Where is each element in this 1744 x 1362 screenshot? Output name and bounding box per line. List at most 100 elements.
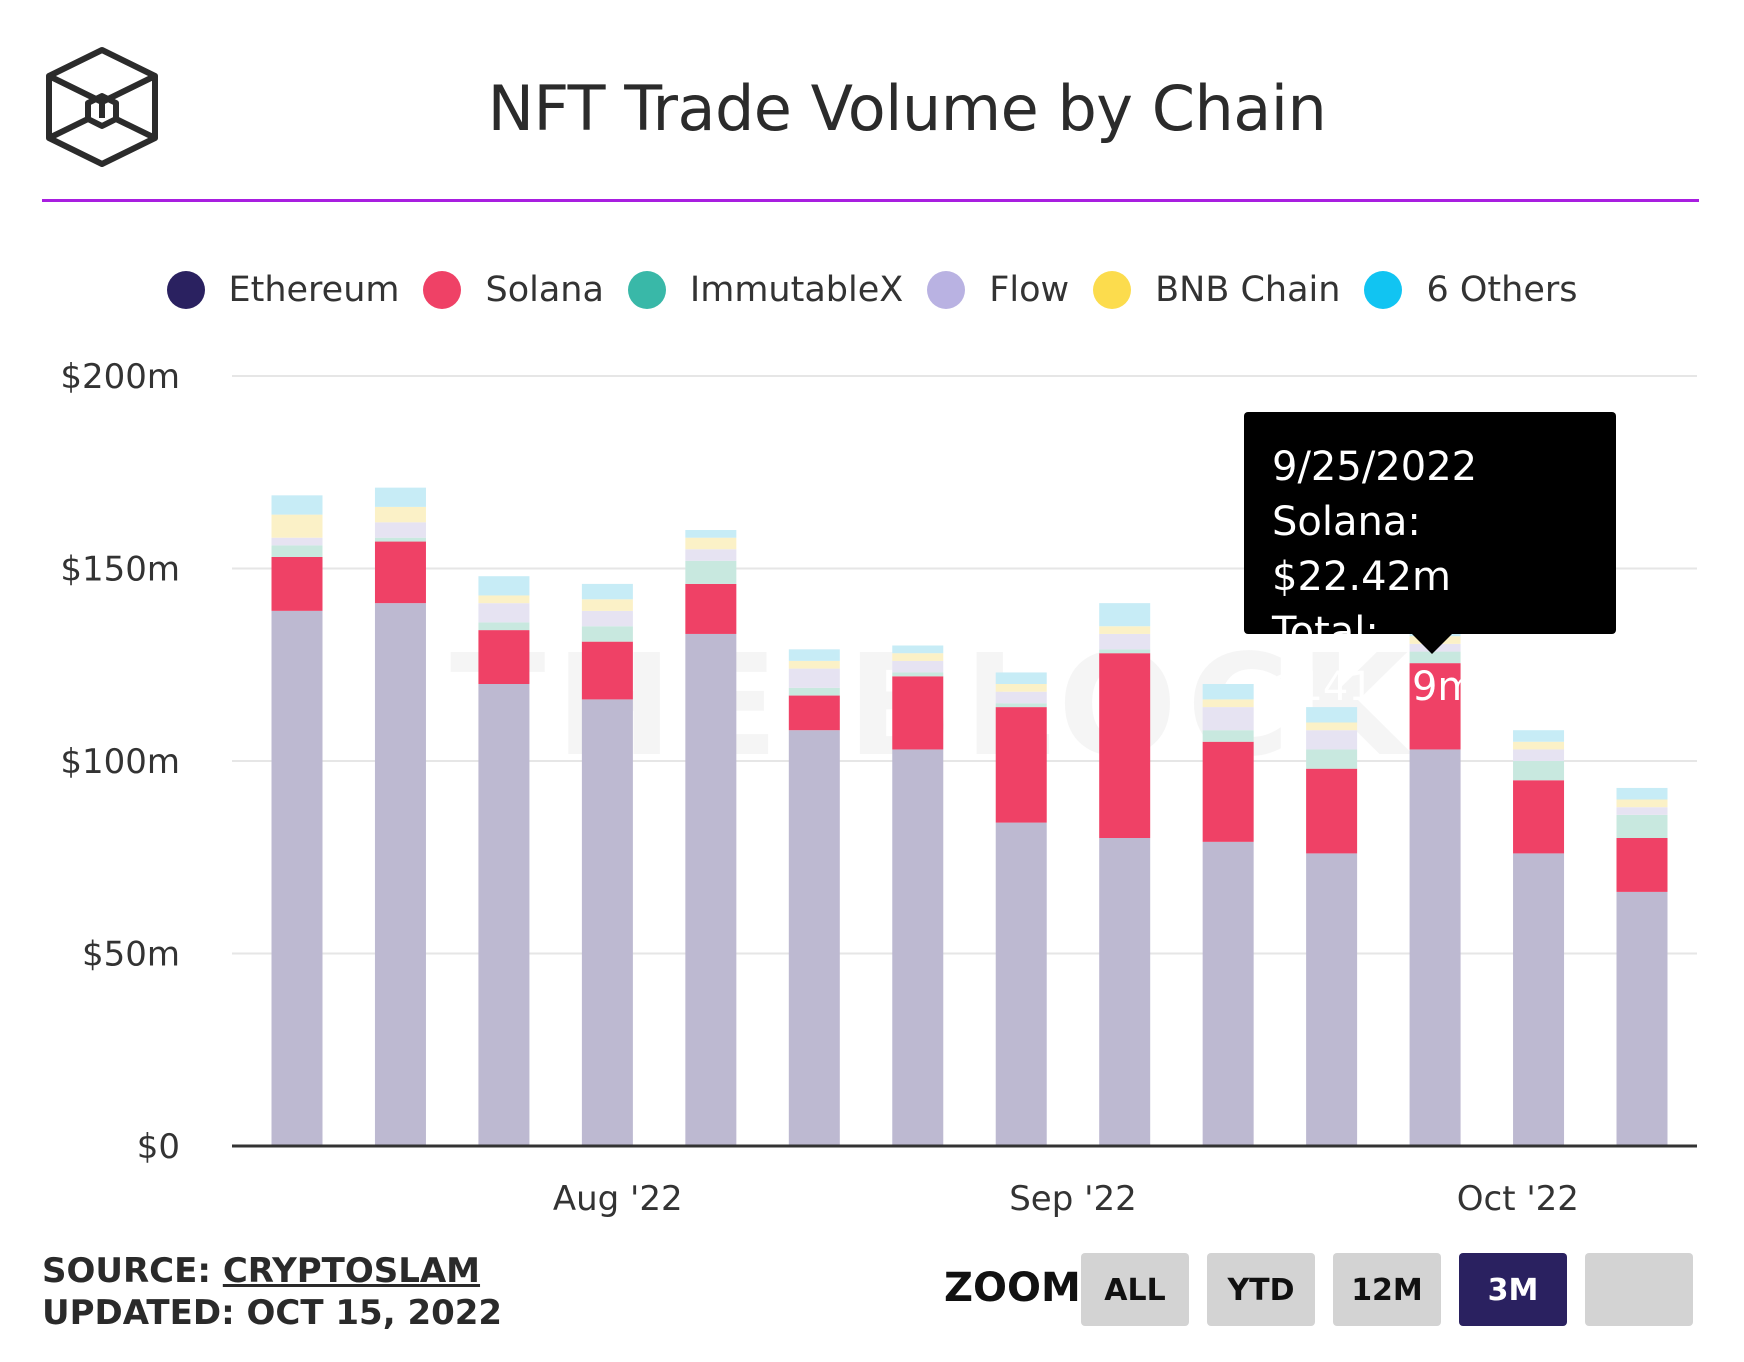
tooltip-total-value: Total: $141.89m <box>1272 609 1477 710</box>
bar-segment-6-others <box>478 576 530 596</box>
bar-segment-ethereum <box>788 730 840 1146</box>
legend-item-bnb-chain[interactable]: BNB Chain <box>1093 270 1340 310</box>
bar-segment-ethereum <box>685 633 737 1146</box>
y-tick-label: $150m <box>60 550 180 590</box>
bar-segment-immutablex <box>271 545 323 557</box>
bar-segment-bnb-chain <box>374 506 426 523</box>
zoom-12m-button[interactable]: 12M <box>1333 1253 1441 1326</box>
bar-segment-bnb-chain <box>478 595 530 604</box>
bar-segment-bnb-chain <box>1306 722 1358 731</box>
bar-segment-flow <box>271 537 323 546</box>
title-divider <box>42 199 1699 202</box>
bar-segment-6-others <box>1616 787 1668 800</box>
bar-segment-immutablex <box>1202 730 1254 742</box>
bar-segment-bnb-chain <box>581 599 633 611</box>
bar-segment-solana <box>1202 741 1254 842</box>
legend-item-6-others[interactable]: 6 Others <box>1364 270 1577 310</box>
bar-segment-flow <box>478 603 530 623</box>
bar-segment-solana <box>995 707 1047 823</box>
bar-segment-immutablex <box>892 672 944 677</box>
legend-item-immutablex[interactable]: ImmutableX <box>627 270 904 310</box>
zoom-blank-button[interactable] <box>1585 1253 1693 1326</box>
bar-segment-6-others <box>788 649 840 661</box>
bar-segment-flow <box>788 668 840 688</box>
bar-segment-immutablex <box>1616 814 1668 838</box>
legend-label: BNB Chain <box>1155 270 1341 310</box>
bar-segment-flow <box>1616 807 1668 815</box>
bar-segment-solana <box>1616 838 1668 892</box>
legend-dot-solana <box>423 271 462 309</box>
bar-segment-solana <box>788 695 840 731</box>
bar-segment-6-others <box>581 583 633 600</box>
legend-item-solana[interactable]: Solana <box>423 270 604 310</box>
bar-segment-solana <box>1099 653 1151 838</box>
bar-segment-bnb-chain <box>788 660 840 669</box>
bar-segment-immutablex <box>581 626 633 642</box>
bar-segment-bnb-chain <box>995 684 1047 692</box>
bar-segment-solana <box>374 541 426 604</box>
zoom-label: ZOOM <box>944 1265 1081 1311</box>
bar-segment-ethereum <box>1616 891 1668 1146</box>
source-prefix: SOURCE: <box>42 1251 211 1291</box>
bar-segment-flow <box>374 522 426 538</box>
bar-segment-6-others <box>271 495 323 515</box>
the-block-logo-icon <box>46 47 158 167</box>
bar-segment-6-others <box>685 530 737 538</box>
bar-segment-flow <box>1306 730 1358 750</box>
bar-segment-flow <box>1099 633 1151 650</box>
legend-label: Flow <box>989 270 1070 310</box>
zoom-3m-button[interactable]: 3M <box>1459 1253 1567 1326</box>
bar-segment-ethereum <box>271 610 323 1146</box>
bar-segment-flow <box>685 549 737 561</box>
bar-segment-immutablex <box>1099 649 1151 654</box>
bar-segment-bnb-chain <box>271 514 323 538</box>
updated-line: UPDATED: OCT 15, 2022 <box>42 1293 503 1333</box>
bar-segment-ethereum <box>1306 853 1358 1146</box>
bar-segment-flow <box>1513 749 1565 761</box>
bar-segment-immutablex <box>788 687 840 696</box>
bar-segment-ethereum <box>1513 853 1565 1146</box>
bar-segment-flow <box>995 691 1047 704</box>
legend-item-ethereum[interactable]: Ethereum <box>166 270 399 310</box>
legend-label: Solana <box>485 270 604 310</box>
bar-segment-ethereum <box>374 603 426 1146</box>
bar-segment-solana <box>478 630 530 684</box>
bar-segment-bnb-chain <box>1202 699 1254 708</box>
bar-segment-immutablex <box>685 560 737 584</box>
chart-title: NFT Trade Volume by Chain <box>487 72 1327 145</box>
bar-segment-ethereum <box>1202 841 1254 1146</box>
bar-segment-6-others <box>1202 684 1254 700</box>
bar-segment-6-others <box>1306 707 1358 723</box>
bar-segment-solana <box>1513 780 1565 854</box>
bar-segment-solana <box>271 556 323 611</box>
bar-segment-bnb-chain <box>892 653 944 661</box>
bar-segment-immutablex <box>374 537 426 542</box>
bar-segment-immutablex <box>1513 761 1565 781</box>
zoom-ytd-button[interactable]: YTD <box>1207 1253 1315 1326</box>
legend-item-flow[interactable]: Flow <box>927 270 1069 310</box>
bar-segment-ethereum <box>1099 838 1151 1146</box>
tooltip-date: 9/25/2022 <box>1272 444 1478 490</box>
bar-segment-6-others <box>374 487 426 507</box>
legend-dot-immutablex <box>627 271 666 309</box>
legend-label: ImmutableX <box>689 270 904 310</box>
bar-segment-ethereum <box>581 699 633 1146</box>
source-line: SOURCE: CRYPTOSLAM <box>42 1250 502 1292</box>
legend-dot-bnb-chain <box>1093 271 1132 309</box>
source-block: SOURCE: CRYPTOSLAM UPDATED: OCT 15, 2022 <box>42 1250 502 1334</box>
bar-segment-6-others <box>995 672 1047 684</box>
bar-segment-flow <box>1202 707 1254 731</box>
y-tick-label: $0 <box>137 1127 180 1167</box>
y-tick-label: $200m <box>60 357 180 397</box>
bar-segment-immutablex <box>995 703 1047 708</box>
zoom-all-button[interactable]: ALL <box>1081 1253 1189 1326</box>
bar-segment-ethereum <box>995 822 1047 1146</box>
bar-segment-solana <box>892 676 944 750</box>
source-link[interactable]: CRYPTOSLAM <box>222 1251 481 1291</box>
chart-tooltip: 9/25/2022 Solana: $22.42m Total: $141.89… <box>1244 412 1616 710</box>
bar-segment-ethereum <box>478 684 530 1146</box>
bar-segment-solana <box>1409 663 1461 750</box>
bar-segment-solana <box>581 641 633 700</box>
y-tick-label: $100m <box>60 742 180 782</box>
bar-segment-6-others <box>1099 603 1151 627</box>
